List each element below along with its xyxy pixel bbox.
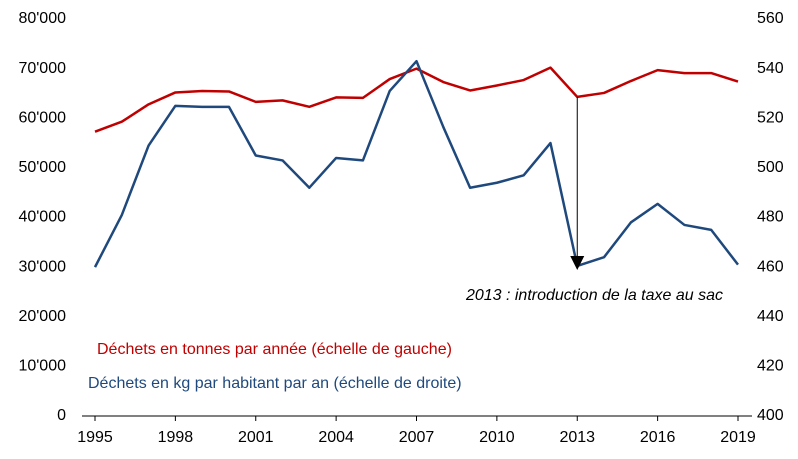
y-tick-label: 50'000 — [18, 159, 66, 176]
y2-tick-label: 560 — [757, 10, 784, 27]
legend-entry: Déchets en tonnes par année (échelle de … — [97, 341, 452, 358]
y2-tick-label: 420 — [757, 358, 784, 375]
x-tick-label: 1998 — [158, 429, 194, 446]
annotation-arrowhead — [570, 256, 585, 270]
y-tick-label: 20'000 — [18, 308, 66, 325]
y-tick-label: 60'000 — [18, 109, 66, 126]
y2-tick-label: 400 — [757, 407, 784, 424]
y2-tick-label: 540 — [757, 60, 784, 77]
annotation-text: 2013 : introduction de la taxe au sac — [465, 287, 723, 304]
y2-tick-label: 520 — [757, 109, 784, 126]
y2-tick-label: 460 — [757, 258, 784, 275]
y-tick-label: 0 — [57, 407, 66, 424]
x-tick-label: 2007 — [399, 429, 435, 446]
x-tick-label: 2016 — [640, 429, 676, 446]
x-tick-label: 2001 — [238, 429, 274, 446]
x-tick-label: 2013 — [559, 429, 595, 446]
y-tick-label: 70'000 — [18, 60, 66, 77]
y2-tick-label: 500 — [757, 159, 784, 176]
y2-tick-label: 440 — [757, 308, 784, 325]
y-tick-label: 10'000 — [18, 358, 66, 375]
x-tick-label: 2019 — [720, 429, 756, 446]
x-tick-label: 1995 — [77, 429, 113, 446]
y-tick-label: 80'000 — [18, 10, 66, 27]
y2-tick-label: 480 — [757, 209, 784, 226]
y-tick-label: 40'000 — [18, 209, 66, 226]
legend-entry: Déchets en kg par habitant par an (échel… — [88, 375, 462, 392]
x-tick-label: 2004 — [318, 429, 354, 446]
series-line — [93, 59, 739, 268]
x-tick-label: 2010 — [479, 429, 515, 446]
y-tick-label: 30'000 — [18, 258, 66, 275]
series-line — [94, 66, 739, 133]
